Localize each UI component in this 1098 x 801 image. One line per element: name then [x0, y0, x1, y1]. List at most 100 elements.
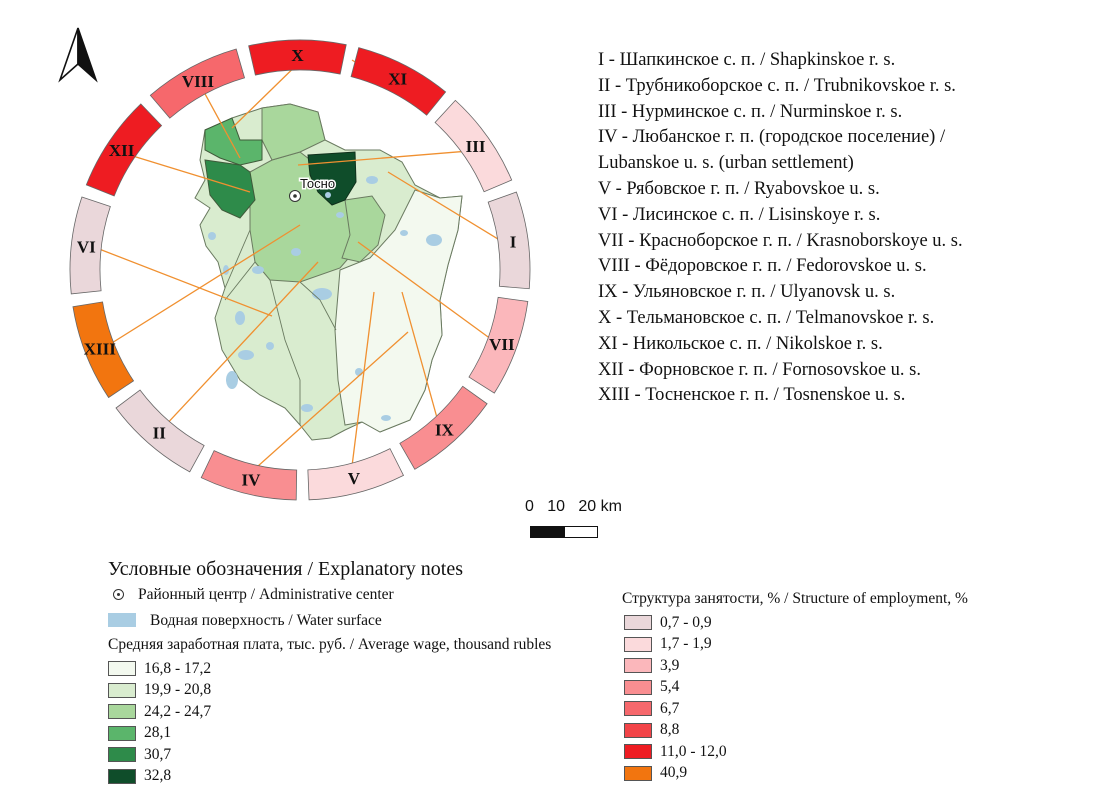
employment-legend-label: 0,7 - 0,9: [660, 613, 712, 631]
ring-segment: [399, 385, 488, 470]
settlement-area-nikolskoe: [307, 151, 357, 206]
leader-line: [231, 63, 299, 129]
ring-segment: [149, 48, 246, 119]
leader-line: [252, 331, 409, 472]
ring-segment-label: VIII: [182, 72, 215, 91]
ring-segment: [248, 39, 347, 76]
ring-segment: [85, 103, 163, 197]
ring-segment-label: XII: [109, 141, 135, 160]
settlement-legend-item: XIII - Тосненское г. п. / Tosnenskoe u. …: [598, 385, 906, 406]
ring-segment-label: III: [466, 137, 486, 156]
settlement-area-krasnobor: [341, 195, 386, 263]
wage-legend-label: 16,8 - 17,2: [144, 659, 212, 677]
ring-segment: [200, 450, 298, 501]
settlement-legend-item: VII - Красноборское г. п. / Krasnoborsko…: [598, 230, 963, 251]
ring-segment: [487, 191, 531, 290]
leader-line: [350, 291, 375, 470]
employment-legend-label: 1,7 - 1,9: [660, 635, 712, 653]
settlement-legend-item: II - Трубникоборское с. п. / Trubnikovsk…: [598, 75, 956, 96]
administrative-center-icon: [113, 589, 124, 600]
ring-segment: [72, 301, 135, 399]
employment-legend-item: 8,8: [624, 720, 727, 742]
leader-line: [94, 246, 273, 317]
water-swatch: [108, 613, 136, 627]
ring-segment-label: X: [291, 46, 304, 65]
employment-legend-item: 1,7 - 1,9: [624, 634, 727, 656]
scale-bar-label: 0 10 20 km: [525, 498, 622, 515]
employment-legend-swatch: [624, 679, 652, 695]
employment-legend-item: 11,0 - 12,0: [624, 741, 727, 763]
settlement-area-light: [334, 189, 463, 433]
ring-segment: [307, 448, 405, 501]
wage-legend-swatch: [108, 661, 136, 677]
ring-segment: [115, 389, 205, 473]
employment-legend-item: 5,4: [624, 677, 727, 699]
ring-segment-label: IV: [241, 470, 261, 489]
employment-legend-item: 6,7: [624, 698, 727, 720]
settlement-legend-item: XII - Форновское г. п. / Fornosovskoe u.…: [598, 359, 921, 380]
wage-legend-title: Средняя заработная плата, тыс. руб. / Av…: [108, 636, 552, 653]
employment-legend-title: Структура занятости, % / Structure of em…: [622, 590, 968, 607]
employment-legend-swatch: [624, 615, 652, 631]
ring-segment: [350, 47, 447, 116]
wage-legend-label: 24,2 - 24,7: [144, 702, 212, 720]
settlement-legend-item: IX - Ульяновское г. п. / Ulyanovsk u. s.: [598, 282, 896, 303]
employment-legend-item: 3,9: [624, 655, 727, 677]
leader-line: [401, 291, 439, 423]
settlement-legend-item: I - Шапкинское с. п. / Shapkinskoe r. s.: [598, 50, 896, 70]
settlement-borders: [224, 229, 337, 425]
settlement-legend-item: VIII - Фёдоровское г. п. / Fedorovskoe u…: [598, 256, 927, 277]
leader-line: [387, 171, 505, 244]
wage-legend-item: 30,7: [108, 744, 211, 766]
employment-legend-swatch: [624, 744, 652, 760]
employment-legend-swatch: [624, 636, 652, 652]
ring-segment: [468, 296, 529, 394]
center-label: Тосно: [300, 176, 335, 191]
employment-legend: 0,7 - 0,9 1,7 - 1,9 3,9 5,4 6,7 8,8 11,0 - 12,…: [624, 612, 727, 784]
wage-legend-label: 32,8: [144, 767, 172, 785]
wage-legend-swatch: [108, 725, 136, 741]
employment-legend-swatch: [624, 658, 652, 674]
settlement-area-north: [261, 103, 326, 161]
ring-segment-label: VII: [489, 335, 515, 354]
admin-center-label: Районный центр / Administrative center: [138, 586, 394, 603]
employment-legend-label: 11,0 - 12,0: [660, 742, 727, 760]
employment-legend-swatch: [624, 765, 652, 781]
employment-legend-label: 8,8: [660, 721, 680, 739]
wage-legend-item: 28,1: [108, 723, 211, 745]
employment-legend-label: 3,9: [660, 656, 680, 674]
wage-legend-item: 16,8 - 17,2: [108, 658, 211, 680]
settlement-legend-item: XI - Никольское с. п. / Nikolskoe r. s.: [598, 333, 883, 354]
wage-legend-label: 19,9 - 20,8: [144, 681, 212, 699]
settlement-legend-item: Lubanskoe u. s. (urban settlement): [598, 153, 854, 174]
settlement-legend-item: III - Нурминское с. п. / Nurminskoe r. s…: [598, 101, 903, 122]
ring-segment-label: V: [348, 469, 361, 488]
water-surface-label: Водная поверхность / Water surface: [150, 612, 382, 629]
ring-segment: [69, 196, 111, 295]
legend-water-surface: Водная поверхность / Water surface: [108, 612, 382, 630]
ring-segment-label: XI: [388, 69, 407, 88]
employment-legend-label: 5,4: [660, 678, 680, 696]
leader-line: [107, 224, 301, 346]
wage-legend-label: 28,1: [144, 724, 172, 742]
ring-segment-label: IX: [435, 420, 455, 439]
ring-segment-label: VI: [77, 238, 96, 257]
employment-legend-label: 40,9: [660, 764, 688, 782]
settlement-area-fornosovskoe: [204, 159, 256, 219]
wage-legend-swatch: [108, 768, 136, 784]
ring-segment: [434, 99, 513, 193]
leader-line: [164, 261, 319, 427]
wage-legend: 16,8 - 17,2 19,9 - 20,8 24,2 - 24,7 28,1 30,…: [108, 658, 211, 787]
wage-legend-item: 24,2 - 24,7: [108, 701, 211, 723]
employment-legend-label: 6,7: [660, 699, 680, 717]
ring-segment-label: II: [153, 424, 167, 443]
employment-legend-swatch: [624, 701, 652, 717]
wage-legend-item: 32,8: [108, 766, 211, 788]
legend-admin-center: Районный центр / Administrative center: [108, 586, 394, 604]
north-arrow-icon: [58, 27, 98, 83]
leader-lines: [94, 59, 505, 472]
settlement-legend: I - Шапкинское с. п. / Shapkinskoe r. s.…: [598, 48, 963, 409]
ring-segment-label: I: [510, 233, 517, 252]
